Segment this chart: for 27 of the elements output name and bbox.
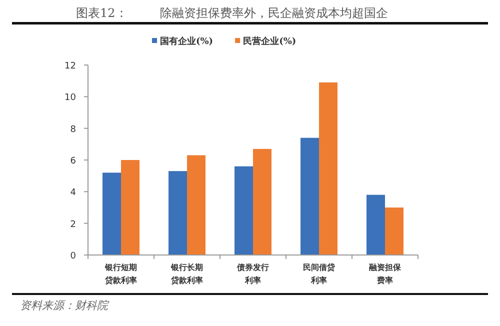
x-tick-label: 银行短期贷款利率 (104, 262, 137, 285)
y-tick-label: 10 (64, 93, 76, 104)
bar (187, 155, 206, 255)
bar (121, 160, 140, 255)
y-tick-label: 0 (70, 252, 76, 262)
y-tick-label: 4 (70, 188, 76, 198)
x-tick-label: 融资担保费率 (369, 262, 402, 285)
bar (102, 172, 121, 255)
bar (300, 138, 319, 255)
bar (234, 166, 253, 255)
y-tick-label: 2 (70, 220, 76, 230)
bar (366, 194, 385, 255)
chart-subtitle: 除融资担保费率外，民企融资成本均超国企 (160, 6, 388, 20)
legend-label: 国有企业(%) (160, 36, 214, 47)
bar (319, 82, 338, 255)
y-tick-label: 8 (70, 124, 76, 135)
text: 资料来源：财科院 (20, 299, 110, 312)
bar (385, 208, 404, 255)
x-tick-label: 债券发行利率 (236, 262, 269, 285)
y-tick-label: 6 (70, 156, 76, 166)
chart-title: 图表12： (76, 6, 128, 20)
legend-label: 民营企业(%) (243, 36, 296, 47)
bar (253, 148, 272, 255)
bar (168, 171, 187, 255)
x-tick-label: 银行长期贷款利率 (170, 262, 203, 285)
x-tick-label: 民间借贷利率 (303, 262, 335, 285)
y-tick-label: 12 (64, 62, 76, 72)
